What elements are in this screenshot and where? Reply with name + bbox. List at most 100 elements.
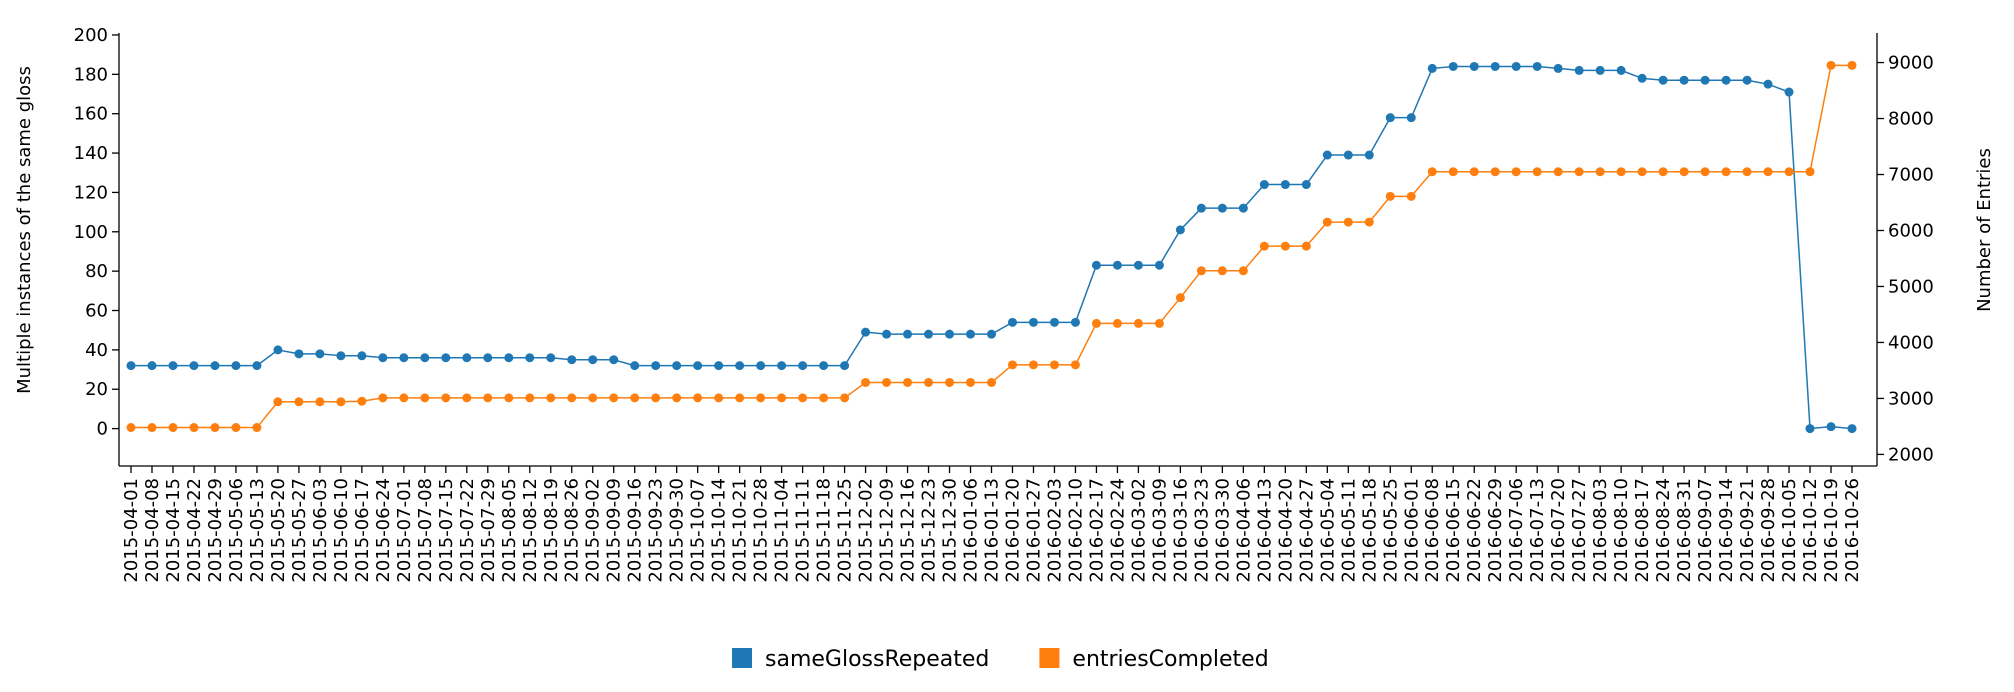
data-point [1091, 260, 1101, 270]
x-tick-label: 2016-10-26 [1842, 478, 1863, 583]
data-point [1175, 225, 1185, 235]
data-point [1343, 150, 1353, 160]
x-tick-label: 2015-09-02 [583, 478, 604, 583]
x-tick-label: 2015-04-01 [121, 478, 142, 583]
data-point [1280, 241, 1290, 251]
data-point [966, 377, 976, 387]
x-tick-label: 2015-06-17 [352, 478, 373, 583]
x-tick-label: 2016-07-20 [1548, 478, 1569, 583]
data-point [1091, 318, 1101, 328]
x-tick-label: 2015-06-10 [331, 478, 352, 583]
data-point [651, 361, 661, 371]
x-tick-label: 2015-05-13 [247, 478, 268, 583]
data-point [1721, 75, 1731, 85]
data-point [924, 329, 934, 339]
data-point [462, 393, 472, 403]
data-point [672, 361, 682, 371]
data-point [735, 361, 745, 371]
data-point [168, 423, 178, 433]
x-tick-label: 2015-12-09 [877, 478, 898, 583]
x-tick-label: 2016-02-24 [1107, 478, 1128, 583]
x-tick-label: 2015-12-02 [856, 478, 877, 583]
data-point [210, 361, 220, 371]
data-point [1112, 260, 1122, 270]
data-point [252, 361, 262, 371]
y2-tick-label: 5000 [1888, 276, 1934, 297]
x-tick-label: 2015-10-14 [709, 478, 730, 583]
data-point [336, 351, 346, 361]
x-tick-label: 2015-11-18 [814, 478, 835, 583]
data-point [567, 393, 577, 403]
x-tick-label: 2016-04-13 [1254, 478, 1275, 583]
data-point [1364, 217, 1374, 227]
x-tick-label: 2016-07-06 [1506, 478, 1527, 583]
data-point [588, 355, 598, 365]
x-tick-label: 2015-11-25 [835, 478, 856, 583]
data-point [420, 393, 430, 403]
x-tick-label: 2015-10-28 [751, 478, 772, 583]
data-point [357, 351, 367, 361]
data-point [714, 393, 724, 403]
data-point [1595, 65, 1605, 75]
data-point [1763, 167, 1773, 177]
data-point [1175, 293, 1185, 303]
y2-tick-label: 2000 [1888, 444, 1934, 465]
data-point [441, 393, 451, 403]
data-point [1196, 266, 1206, 276]
x-tick-label: 2015-11-11 [793, 478, 814, 583]
data-point [756, 393, 766, 403]
data-point [1826, 422, 1836, 432]
data-point [1553, 167, 1563, 177]
x-tick-label: 2016-03-16 [1170, 478, 1191, 583]
data-point [1469, 167, 1479, 177]
data-point [168, 361, 178, 371]
y2-tick-label: 6000 [1888, 220, 1934, 241]
data-point [1658, 167, 1668, 177]
x-tick-label: 2015-05-27 [289, 478, 310, 583]
data-point [1490, 61, 1500, 71]
data-point [819, 361, 829, 371]
data-point [1511, 167, 1521, 177]
x-tick-label: 2015-11-04 [772, 478, 793, 583]
x-tick-label: 2016-10-19 [1821, 478, 1842, 583]
data-point [1133, 318, 1143, 328]
data-point [126, 423, 136, 433]
data-point [1301, 241, 1311, 251]
x-tick-label: 2016-08-17 [1632, 478, 1653, 583]
data-point [609, 393, 619, 403]
y-tick-label: 80 [85, 261, 108, 282]
x-tick-label: 2016-08-10 [1611, 478, 1632, 583]
data-point [1406, 113, 1416, 123]
data-point [231, 361, 241, 371]
x-tick-label: 2016-06-15 [1443, 478, 1464, 583]
data-point [798, 361, 808, 371]
x-tick-label: 2016-04-06 [1233, 478, 1254, 583]
y2-tick-label: 9000 [1888, 53, 1934, 74]
data-point [294, 397, 304, 407]
x-tick-label: 2015-04-08 [142, 478, 163, 583]
x-tick-label: 2016-01-27 [1023, 478, 1044, 583]
data-point [1427, 63, 1437, 73]
x-tick-label: 2016-06-01 [1401, 478, 1422, 583]
data-point [1070, 317, 1080, 327]
data-point [504, 353, 514, 363]
x-tick-label: 2016-03-23 [1191, 478, 1212, 583]
data-point [189, 423, 199, 433]
data-point [693, 393, 703, 403]
data-point [1007, 360, 1017, 370]
x-tick-label: 2016-06-29 [1485, 478, 1506, 583]
x-tick-label: 2016-08-03 [1590, 478, 1611, 583]
data-point [651, 393, 661, 403]
x-tick-label: 2016-05-04 [1317, 478, 1338, 583]
data-point [693, 361, 703, 371]
data-point [1196, 203, 1206, 213]
data-point [1154, 260, 1164, 270]
x-tick-label: 2016-07-13 [1527, 478, 1548, 583]
data-point [1280, 180, 1290, 190]
data-point [714, 361, 724, 371]
data-point [1616, 65, 1626, 75]
series-line [131, 64, 1852, 429]
x-tick-label: 2016-06-22 [1464, 478, 1485, 583]
x-tick-label: 2015-04-29 [205, 478, 226, 583]
y-tick-label: 20 [85, 379, 108, 400]
